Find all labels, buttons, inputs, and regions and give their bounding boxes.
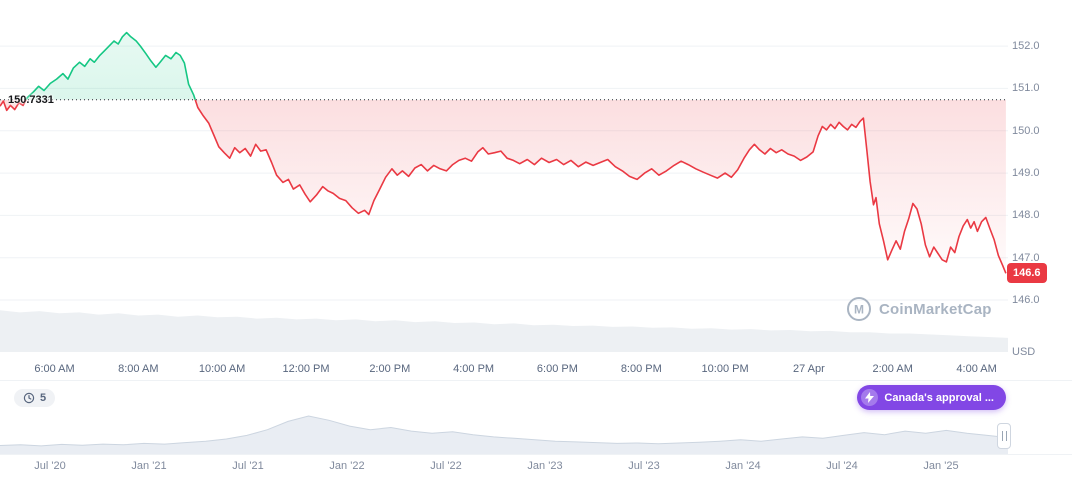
time-axis-tick: 10:00 PM: [701, 363, 749, 375]
price-axis-unit: USD: [1012, 346, 1036, 358]
time-axis-tick: 6:00 PM: [536, 363, 578, 375]
date-axis-tick: Jan '24: [725, 460, 761, 472]
date-axis-tick: Jan '25: [923, 460, 959, 472]
date-axis-tick: Jul '22: [430, 460, 462, 472]
time-axis-tick: 27 Apr: [792, 363, 825, 375]
date-axis-tick: Jul '24: [826, 460, 858, 472]
time-axis-tick: 2:00 AM: [872, 363, 913, 375]
time-axis-tick: 8:00 AM: [118, 363, 159, 375]
date-axis-tick: Jul '20: [34, 460, 66, 472]
annotations-count: 5: [40, 392, 47, 404]
history-icon: [23, 392, 35, 404]
lightning-icon: [861, 389, 879, 406]
time-axis-tick: 4:00 PM: [453, 363, 495, 375]
navigator-chart[interactable]: [0, 379, 1072, 454]
watermark-text: CoinMarketCap: [879, 300, 992, 318]
coinmarketcap-watermark: M CoinMarketCap: [846, 296, 992, 322]
news-annotation-badge[interactable]: Canada's approval ...: [857, 385, 1006, 410]
price-axis-tick: 152.0: [1012, 40, 1040, 53]
range-navigator[interactable]: 5 Canada's approval ...: [0, 380, 1072, 455]
navigator-resize-handle[interactable]: [997, 423, 1011, 449]
price-axis: 152.0 151.0 150.0 149.0 148.0 147.0 146.0: [1012, 0, 1072, 358]
time-axis-tick: 10:00 AM: [198, 363, 246, 375]
price-axis-tick: 148.0: [1012, 209, 1040, 222]
time-axis-tick: 4:00 AM: [956, 363, 997, 375]
price-axis-tick: 149.0: [1012, 167, 1040, 180]
price-axis-tick: 151.0: [1012, 82, 1040, 95]
annotations-count-badge[interactable]: 5: [14, 389, 56, 407]
coinmarketcap-logo-icon: M: [847, 297, 871, 321]
date-axis-tick: Jan '22: [329, 460, 365, 472]
price-axis-tick: 146.0: [1012, 293, 1040, 306]
date-axis-tick: Jan '21: [131, 460, 167, 472]
baseline-price-label: 150.7331: [8, 93, 54, 106]
price-axis-tick: 150.0: [1012, 124, 1040, 137]
time-axis: 6:00 AM 8:00 AM 10:00 AM 12:00 PM 2:00 PM 4:0…: [0, 358, 1072, 380]
time-axis-tick: 6:00 AM: [34, 363, 75, 375]
time-axis-tick: 8:00 PM: [620, 363, 662, 375]
time-axis-tick: 12:00 PM: [282, 363, 330, 375]
annotation-label: Canada's approval ...: [884, 391, 994, 404]
time-axis-tick: 2:00 PM: [369, 363, 411, 375]
price-chart-canvas[interactable]: [0, 0, 1072, 358]
date-axis-tick: Jul '21: [232, 460, 264, 472]
logo-letter: M: [854, 303, 864, 317]
last-price-badge: 146.6: [1007, 263, 1047, 284]
date-axis-tick: Jan '23: [527, 460, 563, 472]
date-axis-tick: Jul '23: [628, 460, 660, 472]
date-axis: Jul '20 Jan '21 Jul '21 Jan '22 Jul '22 Jan '…: [0, 455, 1072, 477]
main-price-chart[interactable]: 150.7331 152.0 151.0 150.0 149.0 148.0 147.0 1…: [0, 0, 1072, 358]
price-axis-tick: 147.0: [1012, 251, 1040, 264]
